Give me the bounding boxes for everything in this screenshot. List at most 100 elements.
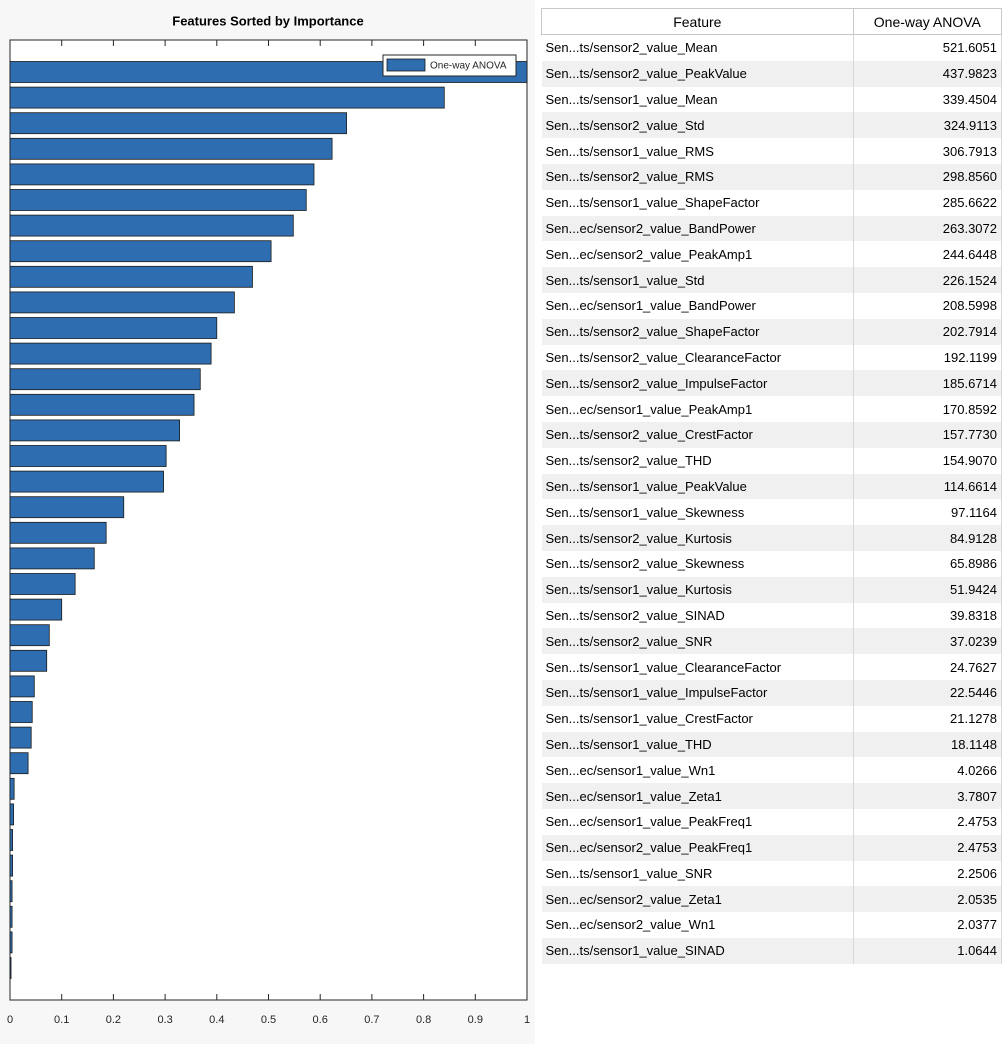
x-tick-label: 0.2 <box>106 1014 121 1026</box>
feature-cell: Sen...ts/sensor1_value_SINAD <box>541 937 854 964</box>
x-tick-label: 0.8 <box>416 1014 431 1026</box>
score-cell: 226.1524 <box>853 267 1003 293</box>
feature-cell: Sen...ts/sensor1_value_Std <box>541 267 854 293</box>
bar <box>9 880 13 903</box>
table-row: Sen...ts/sensor2_value_PeakValue 437.9823 <box>541 60 1003 87</box>
score-cell: 2.2506 <box>853 860 1003 887</box>
feature-cell: Sen...ts/sensor2_value_CrestFactor <box>541 421 854 448</box>
table-row: Sen...ec/sensor1_value_PeakFreq1 2.4753 <box>541 808 1003 835</box>
feature-cell: Sen...ts/sensor2_value_SNR <box>541 628 854 655</box>
bar <box>9 470 164 493</box>
feature-cell: Sen...ts/sensor2_value_ImpulseFactor <box>541 370 854 397</box>
feature-cell: Sen...ts/sensor1_value_ImpulseFactor <box>541 679 854 706</box>
score-cell: 154.9070 <box>853 447 1003 474</box>
feature-cell: Sen...ec/sensor2_value_BandPower <box>541 215 854 242</box>
bar <box>9 957 12 979</box>
feature-cell: Sen...ts/sensor1_value_THD <box>541 731 854 758</box>
feature-cell: Sen...ts/sensor1_value_ShapeFactor <box>541 189 854 216</box>
bar <box>9 368 201 391</box>
table-row: Sen...ts/sensor1_value_Skewness 97.1164 <box>541 499 1003 526</box>
bar <box>9 931 13 954</box>
bar <box>9 547 95 570</box>
feature-cell: Sen...ts/sensor1_value_CrestFactor <box>541 705 854 732</box>
score-cell: 2.0535 <box>853 886 1003 913</box>
bar <box>9 752 29 775</box>
table-row: Sen...ts/sensor2_value_CrestFactor 157.77… <box>541 421 1003 448</box>
table-row: Sen...ec/sensor2_value_Zeta1 2.0535 <box>541 886 1003 913</box>
score-cell: 324.9113 <box>853 112 1003 139</box>
score-cell: 170.8592 <box>853 396 1003 422</box>
score-cell: 298.8560 <box>853 163 1003 190</box>
header-row: Feature One-way ANOVA <box>541 8 1003 35</box>
table-row: Sen...ts/sensor2_value_SNR 37.0239 <box>541 628 1003 655</box>
score-cell: 1.0644 <box>853 937 1003 964</box>
score-cell: 2.0377 <box>853 912 1003 938</box>
score-cell: 24.7627 <box>853 654 1003 680</box>
score-cell: 192.1199 <box>853 344 1003 371</box>
score-cell: 65.8986 <box>853 550 1003 577</box>
score-cell: 185.6714 <box>853 370 1003 397</box>
feature-cell: Sen...ts/sensor2_value_ClearanceFactor <box>541 344 854 371</box>
feature-cell: Sen...ec/sensor1_value_PeakAmp1 <box>541 396 854 422</box>
table-row: Sen...ts/sensor2_value_Skewness 65.8986 <box>541 550 1003 577</box>
score-cell: 437.9823 <box>853 60 1003 87</box>
table-row: Sen...ts/sensor2_value_THD 154.9070 <box>541 447 1003 474</box>
x-tick-label: 0.3 <box>157 1014 172 1026</box>
feature-cell: Sen...ec/sensor2_value_PeakAmp1 <box>541 241 854 268</box>
feature-cell: Sen...ec/sensor1_value_PeakFreq1 <box>541 808 854 835</box>
feature-cell: Sen...ts/sensor2_value_PeakValue <box>541 60 854 87</box>
bar <box>9 86 445 109</box>
bar <box>9 854 13 877</box>
bar <box>9 393 195 416</box>
feature-cell: Sen...ts/sensor1_value_Skewness <box>541 499 854 526</box>
score-cell: 157.7730 <box>853 421 1003 448</box>
feature-cell: Sen...ts/sensor2_value_THD <box>541 447 854 474</box>
table-row: Sen...ts/sensor2_value_Std 324.9113 <box>541 112 1003 139</box>
bar <box>9 649 48 672</box>
bar <box>9 419 180 442</box>
bar <box>9 496 125 519</box>
score-cell: 208.5998 <box>853 292 1003 319</box>
feature-cell: Sen...ts/sensor1_value_SNR <box>541 860 854 887</box>
score-cell: 306.7913 <box>853 138 1003 164</box>
score-cell: 2.4753 <box>853 808 1003 835</box>
column-header: Feature <box>541 8 854 35</box>
bar <box>9 521 107 544</box>
bar <box>9 240 272 263</box>
bar <box>9 803 15 826</box>
table-row: Sen...ts/sensor2_value_RMS 298.8560 <box>541 163 1003 190</box>
feature-cell: Sen...ec/sensor1_value_Zeta1 <box>541 783 854 809</box>
score-cell: 339.4504 <box>853 86 1003 113</box>
score-cell: 244.6448 <box>853 241 1003 268</box>
table-row: Sen...ts/sensor1_value_PeakValue 114.6614 <box>541 473 1003 500</box>
table-row: Sen...ec/sensor2_value_BandPower 263.3072 <box>541 215 1003 242</box>
bar <box>9 905 13 928</box>
legend-swatch <box>386 58 426 72</box>
table-row: Sen...ts/sensor2_value_ClearanceFactor 19… <box>541 344 1003 371</box>
score-cell: 18.1148 <box>853 731 1003 758</box>
table-row: Sen...ec/sensor1_value_BandPower 208.5998 <box>541 292 1003 319</box>
table-row: Sen...ts/sensor1_value_ImpulseFactor 22.5… <box>541 679 1003 706</box>
x-tick-label: 0 <box>7 1014 13 1026</box>
table-row: Sen...ts/sensor1_value_THD 18.1148 <box>541 731 1003 758</box>
feature-table: Feature One-way ANOVA Sen...ts/sensor2_val… <box>541 8 1003 964</box>
table-row: Sen...ts/sensor1_value_CrestFactor 21.127… <box>541 705 1003 732</box>
table-row: Sen...ts/sensor1_value_Mean 339.4504 <box>541 86 1003 113</box>
feature-cell: Sen...ts/sensor2_value_ShapeFactor <box>541 318 854 345</box>
table-row: Sen...ts/sensor2_value_Kurtosis 84.9128 <box>541 525 1003 551</box>
x-tick-label: 0.7 <box>364 1014 379 1026</box>
feature-cell: Sen...ec/sensor2_value_Zeta1 <box>541 886 854 913</box>
table-row: Sen...ts/sensor1_value_SINAD 1.0644 <box>541 937 1003 964</box>
table-row: Sen...ts/sensor1_value_SNR 2.2506 <box>541 860 1003 887</box>
table-row: Sen...ec/sensor2_value_PeakAmp1 244.6448 <box>541 241 1003 268</box>
bar <box>9 829 13 851</box>
score-cell: 21.1278 <box>853 705 1003 732</box>
table-row: Sen...ec/sensor2_value_Wn1 2.0377 <box>541 912 1003 938</box>
feature-cell: Sen...ts/sensor1_value_ClearanceFactor <box>541 654 854 680</box>
bar <box>9 701 33 723</box>
bar <box>9 137 333 160</box>
bar <box>9 726 32 749</box>
score-cell: 37.0239 <box>853 628 1003 655</box>
bar <box>9 317 218 339</box>
